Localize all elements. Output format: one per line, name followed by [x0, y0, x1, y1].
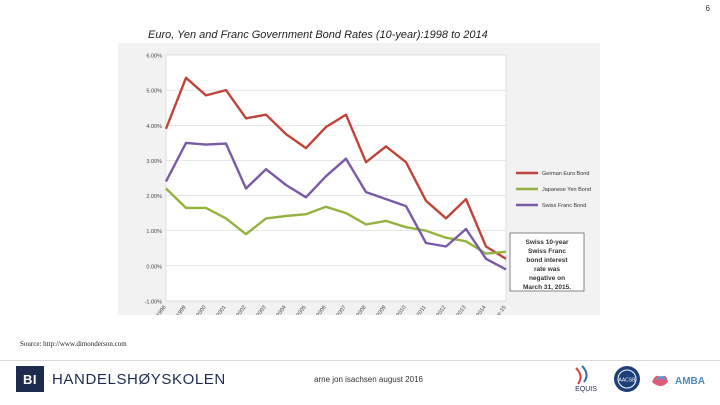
amba-logo: AMBA [648, 363, 710, 395]
slide-title: Euro, Yen and Franc Government Bond Rate… [148, 29, 488, 41]
x-tick-label: 2009 [376, 305, 388, 315]
source-citation: Source: http://www.dimonderson.com [20, 340, 127, 348]
x-tick-label: 1998 [156, 305, 168, 315]
annotation-line: March 31, 2015. [523, 284, 571, 291]
legend-label: Japanese Yen Bond [542, 187, 591, 193]
x-tick-label: 2006 [316, 305, 328, 315]
y-tick-label: 0.00% [146, 264, 162, 270]
plot-area [165, 54, 507, 302]
annotation-box [509, 232, 585, 292]
x-tick-label: 2014 [476, 305, 488, 315]
school-logo: BI HANDELSHØYSKOLEN [16, 366, 226, 392]
bi-logo-mark: BI [16, 366, 44, 392]
legend-label: Swiss Franc Bond [542, 203, 586, 209]
annotation-line: Swiss Franc [528, 248, 566, 255]
annotation-line: rate was [534, 266, 560, 273]
aacsb-label: AACSB [619, 378, 637, 384]
annotation-line: negative on [529, 275, 565, 282]
footer-divider [0, 360, 720, 361]
x-tick-label: 1999 [176, 305, 188, 315]
author-date: arne jon isachsen august 2016 [314, 375, 423, 384]
x-tick-label: 11-Mar-15 [488, 305, 507, 315]
x-tick-label: 2010 [396, 305, 408, 315]
y-tick-label: 5.00% [146, 89, 162, 95]
aacsb-seal: AACSB [612, 363, 642, 395]
equis-label: EQUIS [575, 386, 597, 393]
y-tick-label: 3.00% [146, 159, 162, 165]
bond-rate-chart: -1.00% 0.00% 1.00% 2.00% 3.00% 4.00% 5.00% 6.00… [118, 43, 600, 315]
series-line [164, 141, 507, 271]
x-tick-label: 2003 [256, 305, 268, 315]
legend-label: German Euro Bond [542, 171, 589, 177]
amba-label: AMBA [675, 376, 705, 387]
x-tick-label: 2001 [216, 305, 228, 315]
y-tick-label: -1.00% [145, 300, 163, 306]
x-tick-label: 2008 [356, 305, 368, 315]
school-name: HANDELSHØYSKOLEN [52, 370, 226, 388]
x-tick-label: 2000 [196, 305, 208, 315]
series-line [165, 187, 507, 255]
page-number: 6 [705, 4, 710, 13]
annotation-line: bond interest [526, 257, 568, 264]
x-tick-label: 2002 [236, 305, 248, 315]
x-tick-label: 2004 [276, 305, 288, 315]
y-tick-label: 1.00% [146, 229, 162, 235]
y-tick-label: 4.00% [146, 124, 162, 130]
series-line [164, 76, 507, 260]
annotation-line: Swiss 10-year [525, 239, 568, 246]
x-tick-label: 2011 [416, 305, 428, 315]
y-tick-label: 2.00% [146, 194, 162, 200]
x-tick-label: 2013 [456, 305, 468, 315]
y-tick-label: 6.00% [146, 54, 162, 60]
equis-logo: EQUIS [568, 363, 604, 395]
x-tick-label: 2012 [436, 305, 448, 315]
x-tick-label: 2005 [296, 305, 308, 315]
chart-canvas: -1.00% 0.00% 1.00% 2.00% 3.00% 4.00% 5.00% 6.00… [145, 54, 591, 316]
x-tick-label: 2007 [336, 305, 348, 315]
